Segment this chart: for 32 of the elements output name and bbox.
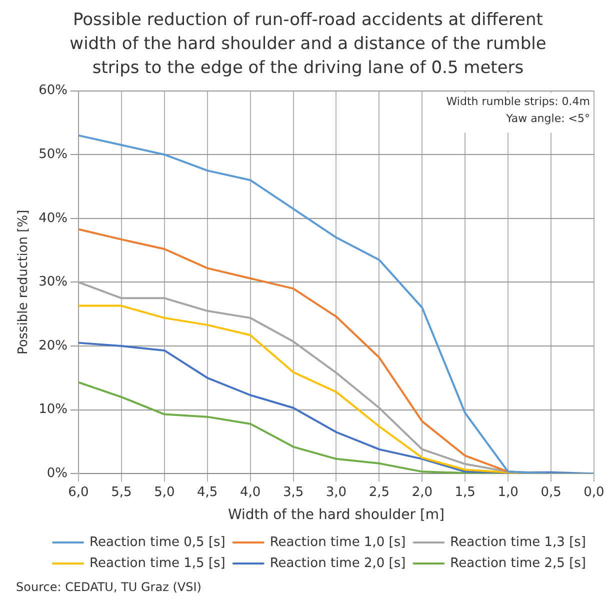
chart-title: Possible reduction of run-off-road accidents at different width of the hard shoulder and a distance of the rumble strips to the edge of the driving lane of 0.5 meters — [68, 9, 548, 80]
legend-label: Reaction time 2,0 [s] — [270, 556, 406, 571]
x-tick-label: 5,0 — [154, 484, 175, 500]
x-tick-label: 2,5 — [368, 484, 390, 500]
legend-label: Reaction time 1,0 [s] — [270, 534, 406, 550]
x-tick-label: 1,5 — [454, 484, 476, 500]
y-tick-label: 10% — [38, 402, 68, 418]
x-tick-label: 2,0 — [412, 484, 433, 500]
x-tick-label: 1,0 — [498, 484, 518, 500]
annotation: Width rumble strips: 0.4m — [446, 95, 590, 108]
legend-label: Reaction time 1,5 [s] — [90, 556, 226, 571]
x-axis-title: Width of the hard shoulder [m] — [228, 507, 445, 524]
y-tick-label: 50% — [38, 146, 68, 162]
legend-label: Reaction time 1,3 [s] — [450, 534, 586, 550]
x-tick-label: 4,0 — [240, 484, 261, 500]
legend-label: Reaction time 0,5 [s] — [90, 534, 226, 550]
x-tick-label: 4,5 — [197, 484, 218, 500]
x-tick-label: 5,5 — [111, 484, 132, 500]
x-tick-label: 3,5 — [282, 484, 304, 500]
x-tick-label: 0,0 — [584, 484, 604, 500]
x-tick-label: 3,0 — [326, 484, 347, 500]
legend-label: Reaction time 2,5 [s] — [450, 556, 586, 571]
x-tick-label: 6,0 — [68, 484, 89, 500]
y-tick-label: 0% — [46, 466, 68, 481]
source-note: Source: CEDATU, TU Graz (VSI) — [15, 580, 202, 594]
x-tick-label: 0,5 — [540, 484, 562, 500]
y-tick-label: 20% — [38, 338, 68, 354]
y-tick-label: 40% — [38, 210, 68, 226]
y-axis-title: Possible reduction [%] — [16, 210, 32, 355]
annotation: Yaw angle: <5° — [505, 112, 590, 126]
y-tick-label: 30% — [38, 274, 68, 290]
y-tick-label: 60% — [38, 83, 68, 98]
